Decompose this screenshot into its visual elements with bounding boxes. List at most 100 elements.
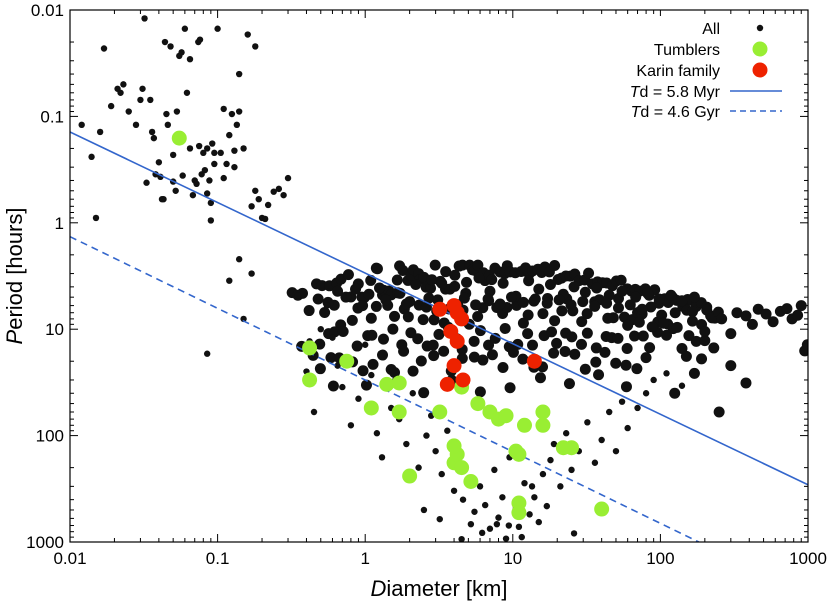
all-point bbox=[527, 339, 539, 351]
all-point bbox=[620, 381, 632, 393]
all-point bbox=[725, 328, 737, 340]
karin-point bbox=[454, 311, 470, 327]
all-point bbox=[470, 299, 482, 311]
all-point bbox=[716, 313, 728, 325]
all-point bbox=[474, 325, 486, 337]
all-point bbox=[360, 379, 372, 391]
all-point bbox=[615, 274, 627, 286]
all-point bbox=[438, 345, 450, 357]
all-point bbox=[120, 81, 127, 88]
all-point bbox=[240, 315, 247, 323]
karin-point bbox=[455, 372, 471, 388]
all-point bbox=[539, 470, 547, 478]
all-point bbox=[143, 179, 150, 186]
all-point bbox=[270, 188, 277, 195]
all-point bbox=[533, 283, 545, 295]
all-point bbox=[400, 298, 412, 310]
all-point bbox=[591, 459, 599, 466]
all-point bbox=[624, 424, 631, 432]
y-tick-label: 1 bbox=[55, 214, 64, 233]
all-point bbox=[506, 291, 518, 303]
all-point bbox=[147, 96, 154, 104]
all-point bbox=[231, 163, 238, 171]
all-point bbox=[515, 523, 523, 531]
x-axis-title: Diameter [km] bbox=[371, 576, 508, 601]
all-point bbox=[612, 447, 620, 455]
all-point bbox=[428, 350, 440, 362]
all-point bbox=[559, 345, 571, 357]
x-tick-label: 1000 bbox=[789, 549, 827, 568]
all-point bbox=[556, 305, 568, 317]
tumbler-point bbox=[402, 468, 418, 484]
all-point bbox=[687, 306, 699, 318]
all-point bbox=[688, 291, 700, 303]
all-point bbox=[178, 49, 185, 56]
all-point bbox=[235, 70, 243, 78]
all-point bbox=[544, 278, 556, 290]
all-point bbox=[436, 277, 448, 289]
all-point bbox=[347, 422, 355, 429]
all-point bbox=[680, 350, 692, 362]
all-point bbox=[169, 151, 177, 159]
all-point bbox=[433, 328, 445, 340]
all-point bbox=[620, 359, 632, 371]
all-point bbox=[193, 180, 200, 188]
all-point bbox=[203, 190, 211, 197]
all-point bbox=[378, 454, 386, 461]
all-point bbox=[310, 408, 318, 416]
all-point bbox=[319, 306, 331, 318]
all-point bbox=[746, 318, 758, 330]
all-point bbox=[497, 361, 509, 373]
all-point bbox=[634, 404, 641, 412]
tumbler-point bbox=[339, 353, 355, 369]
all-point bbox=[640, 352, 652, 364]
all-point bbox=[172, 187, 179, 194]
all-point bbox=[410, 278, 422, 290]
all-point bbox=[402, 311, 414, 323]
all-point bbox=[139, 85, 146, 92]
all-point bbox=[78, 121, 85, 129]
all-point bbox=[181, 25, 189, 32]
legend-label-td-myr: Td = 5.8 Myr bbox=[630, 84, 721, 101]
all-point bbox=[248, 203, 255, 210]
all-point bbox=[150, 134, 158, 142]
all-point bbox=[231, 147, 238, 154]
all-point bbox=[483, 339, 495, 351]
all-point bbox=[209, 140, 216, 147]
all-point bbox=[275, 185, 283, 193]
all-point bbox=[549, 315, 561, 327]
all-point bbox=[203, 145, 211, 152]
all-point bbox=[374, 282, 386, 294]
all-point bbox=[517, 317, 529, 329]
all-point bbox=[688, 367, 700, 379]
tumbler-point bbox=[470, 396, 486, 412]
karin-point bbox=[439, 376, 455, 392]
tumbler-point bbox=[302, 340, 318, 356]
y-axis-title-rest: eriod [hours] bbox=[2, 208, 27, 330]
all-point bbox=[523, 275, 535, 287]
all-point bbox=[240, 145, 247, 152]
all-point bbox=[612, 332, 624, 344]
all-point bbox=[337, 325, 349, 337]
all-point bbox=[189, 191, 197, 199]
all-point bbox=[220, 174, 227, 182]
legend-label-karin: Karin family bbox=[636, 63, 720, 80]
all-point bbox=[687, 315, 699, 327]
all-point bbox=[494, 298, 506, 310]
all-point bbox=[565, 299, 577, 311]
x-tick-label: 1 bbox=[360, 549, 369, 568]
all-point bbox=[334, 362, 341, 369]
y-tick-label: 1000 bbox=[26, 533, 64, 552]
all-point bbox=[699, 335, 711, 347]
all-point bbox=[327, 380, 339, 392]
all-point bbox=[576, 316, 588, 328]
x-tick-label: 0.1 bbox=[206, 549, 230, 568]
y-tick-label: 0.1 bbox=[40, 107, 64, 126]
legend-marker-all bbox=[756, 24, 764, 32]
all-point bbox=[148, 128, 156, 136]
all-point bbox=[495, 514, 502, 521]
all-point bbox=[598, 436, 605, 444]
all-point bbox=[537, 308, 549, 320]
all-point bbox=[438, 470, 445, 478]
all-point bbox=[504, 382, 516, 394]
